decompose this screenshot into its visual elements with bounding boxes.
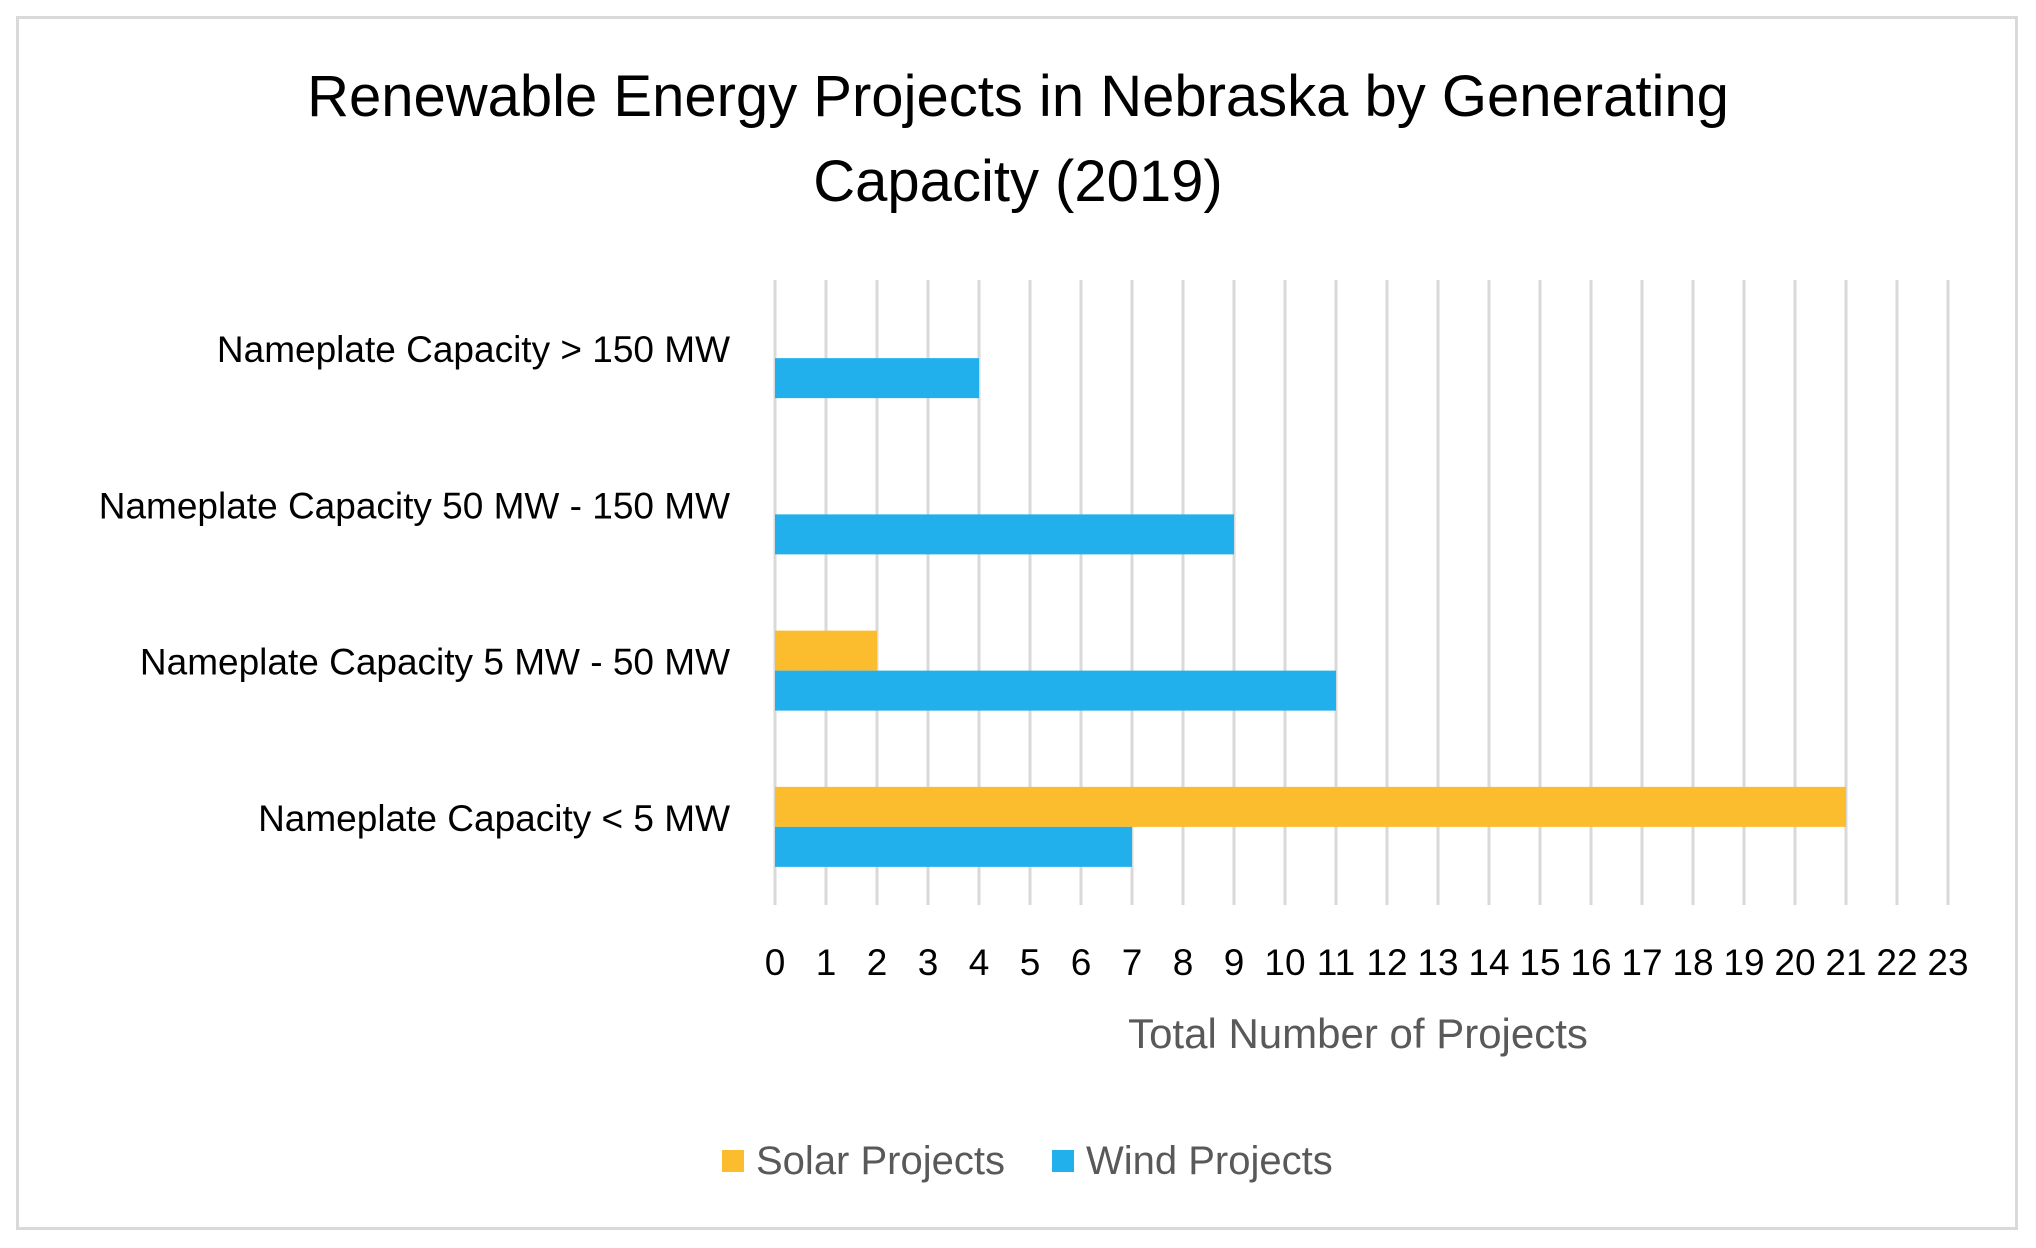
chart-title: Renewable Energy Projects in Nebraska by…	[307, 64, 1729, 214]
x-tick-label: 17	[1621, 942, 1662, 983]
solar-bar	[775, 786, 1846, 827]
category-label: Nameplate Capacity 5 MW - 50 MW	[140, 642, 730, 683]
x-tick-label: 4	[969, 942, 990, 983]
x-tick-label: 23	[1927, 942, 1968, 983]
x-tick-label: 8	[1173, 942, 1194, 983]
x-tick-label: 11	[1317, 942, 1355, 983]
legend-swatch	[722, 1150, 744, 1172]
x-tick-label: 16	[1570, 942, 1611, 983]
x-tick-label: 9	[1224, 942, 1245, 983]
x-tick-label: 2	[867, 942, 888, 983]
x-tick-label: 20	[1774, 942, 1815, 983]
x-tick-label: 10	[1264, 942, 1305, 983]
x-tick-label: 0	[765, 942, 786, 983]
wind-bar	[775, 826, 1132, 867]
category-label: Nameplate Capacity > 150 MW	[217, 329, 730, 370]
legend-swatch	[1052, 1150, 1074, 1172]
legend-label: Wind Projects	[1086, 1139, 1333, 1183]
x-tick-label: 7	[1122, 942, 1143, 983]
x-tick-label: 5	[1020, 942, 1041, 983]
x-tick-label: 6	[1071, 942, 1092, 983]
wind-bar	[775, 670, 1336, 711]
x-tick-label: 3	[918, 942, 939, 983]
chart-title-line: Renewable Energy Projects in Nebraska by…	[307, 64, 1729, 129]
x-tick-label: 22	[1876, 942, 1917, 983]
x-tick-label: 13	[1417, 942, 1458, 983]
x-tick-label: 12	[1366, 942, 1407, 983]
category-labels: Nameplate Capacity > 150 MW Nameplate Cap…	[99, 329, 730, 839]
chart-frame	[16, 16, 2018, 1230]
category-label: Nameplate Capacity 50 MW - 150 MW	[99, 485, 730, 526]
chart-title-line: Capacity (2019)	[813, 149, 1222, 214]
category-label: Nameplate Capacity < 5 MW	[258, 798, 730, 839]
x-tick-label: 14	[1468, 942, 1509, 983]
x-tick-label: 1	[816, 942, 837, 983]
wind-bar	[775, 358, 979, 399]
bars	[775, 358, 1846, 867]
x-tick-label: 15	[1519, 942, 1560, 983]
legend-label: Solar Projects	[756, 1139, 1005, 1183]
x-tick-label: 21	[1825, 942, 1866, 983]
x-tick-label: 19	[1723, 942, 1764, 983]
legend: Solar Projects Wind Projects	[722, 1139, 1333, 1183]
solar-bar	[775, 630, 877, 671]
wind-bar	[775, 514, 1234, 555]
x-tick-label: 18	[1672, 942, 1713, 983]
x-tick-labels: 0 1 2 3 4 5 6 7 8 9 10 11 12 13 14 15 16 17 18 19 20 21 22 23	[765, 942, 1969, 983]
x-axis-title: Total Number of Projects	[1128, 1010, 1588, 1057]
